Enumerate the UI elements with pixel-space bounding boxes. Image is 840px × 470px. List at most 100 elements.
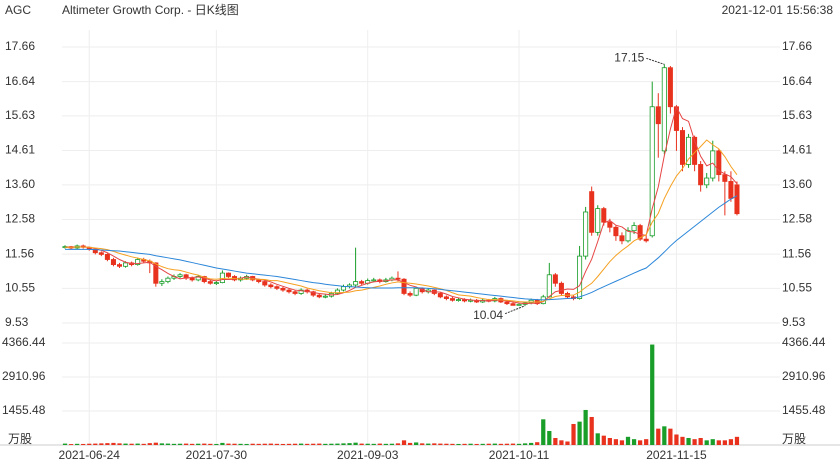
annotation-leader	[504, 305, 526, 315]
ticker: AGC	[5, 3, 31, 17]
volume-bar	[559, 440, 564, 445]
candle-body	[443, 296, 449, 299]
volume-bar	[377, 443, 382, 445]
volume-bar	[625, 436, 631, 445]
candle-body	[625, 230, 631, 242]
volume-bar	[571, 423, 576, 445]
volume-bar	[529, 442, 534, 445]
y-tick-label: 10.55	[782, 281, 812, 295]
volume-bar	[595, 433, 600, 445]
timestamp: 2021-12-01 15:56:38	[722, 3, 834, 17]
volume-tick-label: 2910.96	[782, 369, 826, 383]
volume-bar	[123, 443, 128, 445]
volume-bar	[171, 443, 177, 445]
candle-body	[734, 184, 740, 215]
volume-bar	[619, 440, 625, 445]
candle-body	[552, 274, 558, 284]
candle-body	[407, 293, 413, 296]
volume-bar	[68, 444, 74, 445]
candle-body	[353, 281, 359, 286]
annotation-leader	[646, 57, 665, 65]
volume-bar	[414, 442, 419, 445]
candle-body	[371, 279, 377, 282]
volume-bar	[105, 443, 110, 445]
volume-bar	[335, 443, 340, 445]
candle-body	[637, 225, 643, 240]
y-tick-label: 13.60	[5, 177, 35, 191]
candle-body	[316, 294, 322, 298]
candle-body	[165, 277, 171, 282]
volume-bar	[541, 419, 546, 445]
y-tick-label: 16.64	[782, 74, 812, 88]
candle-body	[589, 191, 595, 233]
candle-body	[116, 264, 123, 267]
volume-bar	[486, 443, 491, 445]
volume-bar	[129, 443, 134, 445]
volume-bar	[656, 428, 661, 445]
volume-bar	[268, 443, 273, 445]
candle-body	[667, 67, 673, 108]
y-tick-label: 10.55	[5, 281, 35, 295]
volume-bar	[117, 443, 122, 445]
y-tick-label: 11.56	[782, 246, 811, 260]
volume-bar	[99, 443, 104, 445]
volume-bar	[214, 443, 219, 445]
volume-bar	[190, 443, 195, 445]
volume-bar	[135, 443, 140, 445]
candle-body	[207, 281, 213, 284]
y-tick-label: 12.58	[782, 212, 812, 226]
volume-bar	[256, 443, 261, 445]
y-tick-label: 15.63	[782, 108, 812, 122]
candle-body	[649, 106, 655, 237]
volume-bar	[498, 443, 504, 445]
volume-bar	[232, 443, 237, 445]
volume-bar	[62, 443, 68, 445]
y-tick-label: 13.60	[782, 177, 812, 191]
candle-body	[583, 211, 589, 257]
volume-bar	[462, 443, 467, 445]
volume-bar	[159, 443, 165, 445]
volume-bar	[395, 443, 401, 445]
candle-body	[504, 301, 510, 305]
y-tick-label: 16.64	[5, 74, 35, 88]
volume-bar	[208, 443, 213, 445]
candle-body	[661, 67, 667, 152]
candle-body	[401, 278, 407, 294]
volume-bar	[583, 409, 588, 445]
volume-bar	[389, 443, 395, 445]
volume-bar	[359, 443, 364, 445]
volume-bar	[692, 439, 697, 445]
candle-body	[716, 150, 722, 176]
x-tick-label: 2021-09-03	[337, 448, 399, 462]
volume-bar	[710, 439, 715, 445]
volume-bar	[510, 443, 516, 445]
volume-bar	[262, 443, 267, 445]
candle-body	[123, 262, 129, 267]
volume-bar	[365, 443, 370, 445]
candle-body	[679, 130, 686, 165]
candle-body	[334, 289, 340, 294]
candle-body	[286, 289, 292, 293]
volume-bar	[81, 443, 86, 445]
volume-bar	[75, 443, 80, 445]
volume-bar	[686, 437, 691, 445]
y-tick-label: 14.61	[782, 143, 812, 157]
candle-body	[449, 298, 455, 301]
volume-bar	[438, 443, 443, 445]
moving-average	[65, 105, 738, 305]
volume-bar	[432, 443, 437, 445]
candle-body	[98, 252, 104, 255]
x-tick-label: 2021-11-15	[646, 448, 707, 462]
volume-bar	[456, 443, 461, 445]
volume-bar	[631, 439, 637, 445]
volume-bar	[680, 436, 685, 445]
volume-bar	[226, 443, 231, 445]
volume-bar	[165, 443, 171, 445]
volume-bar	[734, 436, 740, 445]
volume-bar	[644, 439, 649, 445]
volume-bar	[716, 440, 721, 445]
candle-body	[262, 281, 268, 286]
volume-bar	[305, 443, 310, 445]
y-tick-label: 17.66	[782, 39, 812, 53]
candle-body	[274, 286, 280, 289]
